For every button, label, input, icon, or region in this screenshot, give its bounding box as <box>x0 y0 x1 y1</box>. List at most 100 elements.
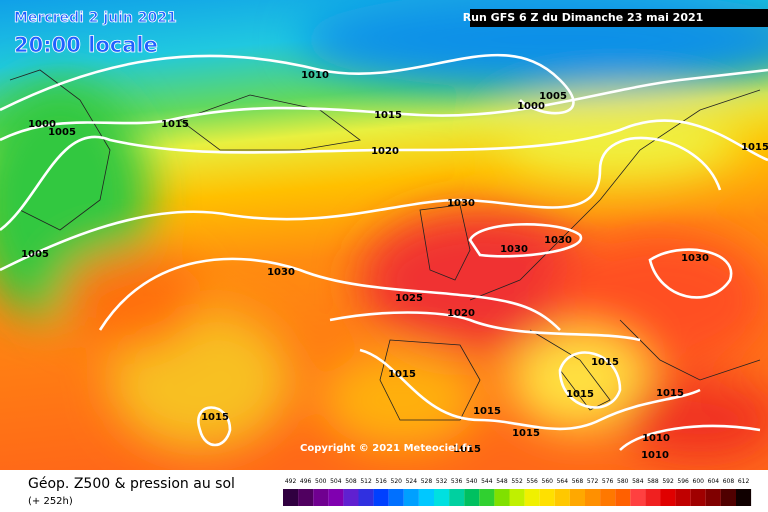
scale-label: 576 <box>602 478 614 485</box>
scale-swatch <box>660 489 676 506</box>
coastlines <box>9 69 761 421</box>
isobar-label: 1025 <box>395 293 423 304</box>
scale-label: 508 <box>345 478 357 485</box>
scale-swatch <box>449 489 465 506</box>
isobar-label: 1005 <box>21 249 49 260</box>
color-scale: 492 496 500 504 508 512 516 520 524 528 532 536 540 5… <box>283 478 752 506</box>
scale-swatch <box>720 489 736 506</box>
scale-label: 560 <box>542 478 554 485</box>
scale-label: 556 <box>526 478 538 485</box>
scale-label: 612 <box>738 478 750 485</box>
scale-swatch <box>675 489 691 506</box>
scale-label: 552 <box>511 478 523 485</box>
run-banner <box>470 9 768 27</box>
isobar-label: 1030 <box>544 235 572 246</box>
scale-swatch <box>615 489 631 506</box>
isobars <box>0 53 768 451</box>
run-text: Run GFS 6 Z du Dimanche 23 mai 2021 <box>463 11 704 24</box>
scale-swatch <box>705 489 721 506</box>
scale-label: 496 <box>300 478 312 485</box>
isobar-label: 1015 <box>453 444 481 455</box>
scale-label: 592 <box>662 478 674 485</box>
copyright: Copyright © 2021 Meteociel.fr <box>300 443 471 454</box>
scale-label: 512 <box>360 478 372 485</box>
scale-swatch <box>418 489 434 506</box>
scale-swatch <box>283 489 299 506</box>
isobar-label: 1030 <box>447 198 475 209</box>
time-text: 20:00 locale <box>14 33 158 57</box>
scale-label: 516 <box>375 478 387 485</box>
scale-label: 500 <box>315 478 327 485</box>
isobar-label: 1015 <box>374 110 402 121</box>
scale-swatch <box>358 489 374 506</box>
isobar-label: 1020 <box>371 146 399 157</box>
footer-lead: (+ 252h) <box>28 496 73 507</box>
isobar-label: 1030 <box>500 244 528 255</box>
scale-swatch <box>343 489 359 506</box>
scale-label: 584 <box>632 478 644 485</box>
scale-label: 532 <box>436 478 448 485</box>
scale-swatch <box>388 489 404 506</box>
scale-swatch <box>736 489 752 506</box>
isobar-label: 1015 <box>388 369 416 380</box>
isobar-label: 1020 <box>447 308 475 319</box>
scale-swatch <box>585 489 601 506</box>
scale-swatch <box>298 489 314 506</box>
scale-swatch <box>539 489 555 506</box>
isobar-label: 1015 <box>161 119 189 130</box>
scale-swatch <box>313 489 329 506</box>
scale-swatch <box>524 489 540 506</box>
scale-swatch <box>434 489 450 506</box>
isobar-label: 1015 <box>591 357 619 368</box>
scale-label: 604 <box>708 478 720 485</box>
scale-label: 528 <box>421 478 433 485</box>
isobar-label: 1030 <box>681 253 709 264</box>
scale-label: 524 <box>406 478 418 485</box>
scale-label: 608 <box>723 478 735 485</box>
scale-label: 492 <box>285 478 297 485</box>
scale-label: 600 <box>693 478 705 485</box>
scale-swatch <box>373 489 389 506</box>
scale-label: 580 <box>617 478 629 485</box>
isobar-label: 1030 <box>267 267 295 278</box>
scale-label: 564 <box>557 478 569 485</box>
scale-swatch <box>479 489 495 506</box>
isobar-label: 1010 <box>642 433 670 444</box>
scale-swatch <box>554 489 570 506</box>
scale-label: 596 <box>677 478 689 485</box>
scale-swatch <box>569 489 585 506</box>
scale-swatch <box>494 489 510 506</box>
isobar-label: 1015 <box>512 428 540 439</box>
scale-label: 536 <box>451 478 463 485</box>
scale-swatch <box>328 489 344 506</box>
isobar-label: 1005 <box>48 127 76 138</box>
scale-label: 504 <box>330 478 342 485</box>
isobar-label: 1000 <box>517 101 545 112</box>
scale-swatch <box>464 489 480 506</box>
isobar-label: 1010 <box>641 450 669 461</box>
scale-swatch <box>630 489 646 506</box>
isobar-label: 1005 <box>539 91 567 102</box>
scale-label: 568 <box>572 478 584 485</box>
scale-label: 548 <box>496 478 508 485</box>
scale-label: 540 <box>466 478 478 485</box>
scale-swatch <box>600 489 616 506</box>
isobar-label: 1015 <box>566 389 594 400</box>
scale-label: 588 <box>647 478 659 485</box>
isobar-label: 1000 <box>28 119 56 130</box>
isobar-label: 1015 <box>741 142 768 153</box>
scale-label: 520 <box>391 478 403 485</box>
scale-label: 572 <box>587 478 599 485</box>
isobar-label: 1010 <box>301 70 329 81</box>
isobar-label: 1015 <box>473 406 501 417</box>
isobar-label: 1015 <box>656 388 684 399</box>
date-text: Mercredi 2 juin 2021 <box>14 10 177 26</box>
isobar-label: 1015 <box>201 412 229 423</box>
scale-label: 544 <box>481 478 493 485</box>
scale-swatch <box>403 489 419 506</box>
footer-title: Géop. Z500 & pression au sol <box>28 476 235 492</box>
scale-swatch <box>690 489 706 506</box>
scale-swatch <box>509 489 525 506</box>
scale-swatch <box>645 489 661 506</box>
